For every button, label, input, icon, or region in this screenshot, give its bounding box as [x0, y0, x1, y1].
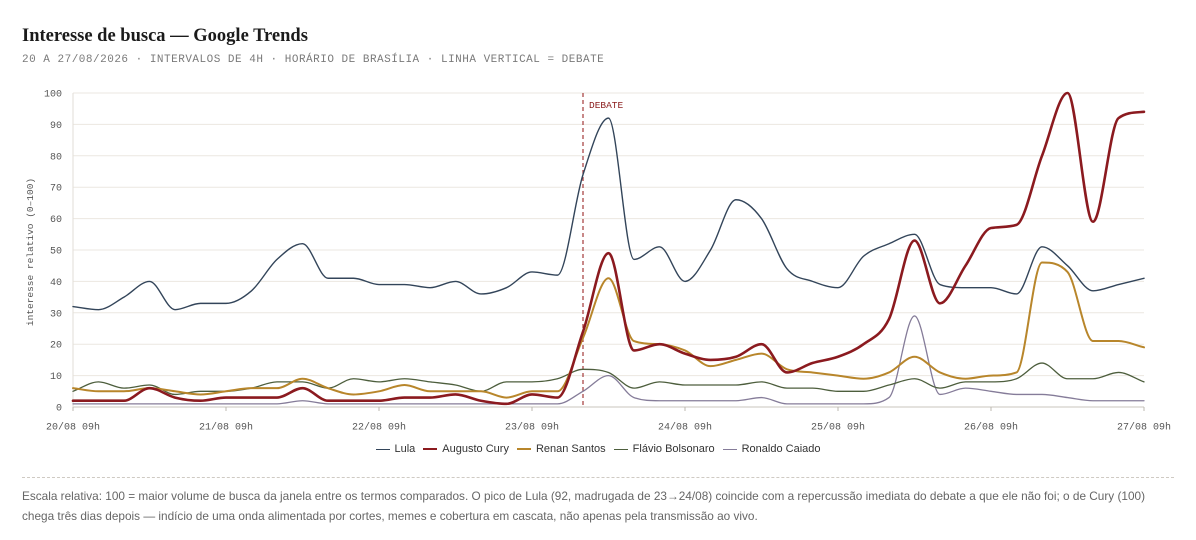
series-line-augusto-cury — [71, 91, 1146, 406]
legend-item-flavio-bolsonaro: Flávio Bolsonaro — [613, 443, 715, 455]
line-chart-plot: 0 10 20 30 40 50 60 70 80 90 100 20/08 09h 21/08 09h… — [25, 90, 1171, 434]
legend-swatch-augusto-cury — [423, 448, 438, 450]
x-tick-label: 20/08 09h — [46, 422, 100, 434]
legend-item-lula: Lula — [375, 443, 416, 455]
series-lines — [71, 91, 1146, 406]
series-line-lula — [72, 117, 1145, 311]
y-tick-label: 20 — [50, 341, 62, 352]
legend-swatch-renan-santos — [516, 448, 531, 450]
chart-title: Interesse de busca — Google Trends — [22, 26, 308, 46]
x-tick-label: 22/08 09h — [352, 422, 406, 434]
legend-swatch-lula — [375, 448, 390, 450]
gridlines — [73, 92, 1144, 408]
x-tick-label: 21/08 09h — [199, 422, 253, 434]
legend-item-ronaldo-caiado: Ronaldo Caiado — [722, 443, 821, 455]
series-line-renan-santos — [72, 261, 1145, 399]
y-tick-label: 100 — [44, 90, 62, 101]
chart-subtitle: 20 A 27/08/2026 · INTERVALOS DE 4H · HOR… — [22, 54, 605, 66]
legend-label: Ronaldo Caiado — [741, 443, 821, 455]
legend-item-renan-santos: Renan Santos — [516, 443, 606, 455]
x-tick-label: 23/08 09h — [505, 422, 559, 434]
footnote: Escala relativa: 100 = maior volume de b… — [22, 489, 1146, 523]
y-tick-label: 90 — [50, 121, 62, 132]
legend-swatch-ronaldo-caiado — [722, 448, 737, 450]
footnote-separator — [22, 477, 1174, 478]
x-tick-label: 24/08 09h — [658, 422, 712, 434]
y-tick-label: 30 — [50, 309, 62, 320]
legend-swatch-flavio-bolsonaro — [613, 448, 628, 450]
y-tick-label: 50 — [50, 247, 62, 258]
y-tick-label: 80 — [50, 152, 62, 163]
legend-label: Flávio Bolsonaro — [632, 443, 715, 455]
x-tick-label: 26/08 09h — [964, 422, 1018, 434]
y-tick-label: 70 — [50, 184, 62, 195]
x-tick-label: 27/08 09h — [1117, 422, 1171, 434]
legend-label: Augusto Cury — [442, 443, 509, 455]
legend-label: Renan Santos — [535, 443, 606, 455]
x-tick-label: 25/08 09h — [811, 422, 865, 434]
y-axis-label: interesse relativo (0–100) — [25, 178, 36, 326]
legend-label: Lula — [394, 443, 416, 455]
y-tick-label: 0 — [56, 404, 62, 415]
legend-item-augusto-cury: Augusto Cury — [423, 443, 509, 455]
series-line-ronaldo-caiado — [72, 315, 1145, 405]
debate-marker-label: DEBATE — [589, 100, 624, 111]
legend: Lula Augusto Cury Renan Santos Flávio Bo… — [0, 441, 1196, 457]
y-tick-label: 10 — [50, 372, 62, 383]
y-tick-label: 40 — [50, 278, 62, 289]
y-tick-label: 60 — [50, 215, 62, 226]
